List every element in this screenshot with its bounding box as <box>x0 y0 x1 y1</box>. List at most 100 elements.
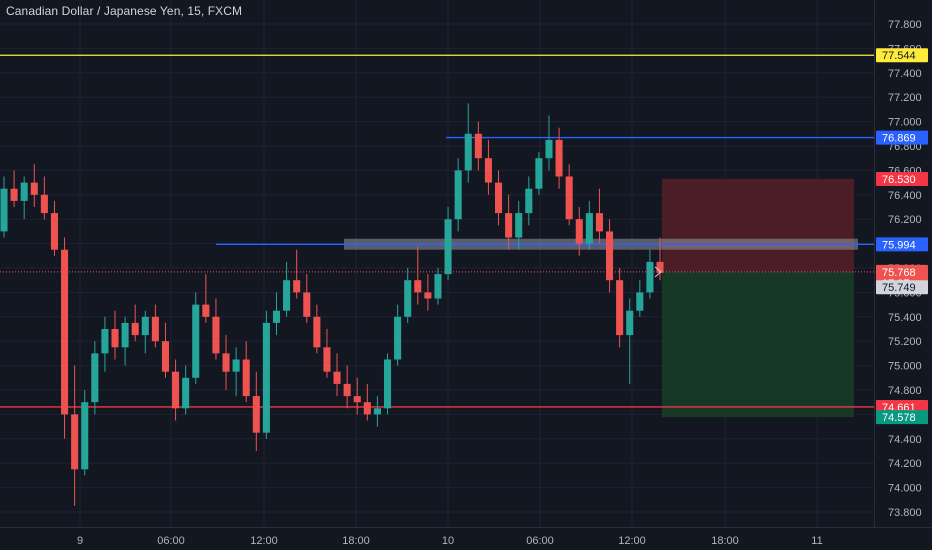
y-tick-label: 75.200 <box>888 336 922 348</box>
candle <box>61 249 69 415</box>
candle <box>202 304 210 317</box>
y-tick-label: 75.400 <box>888 312 922 324</box>
candle <box>575 219 583 244</box>
candle <box>585 213 593 244</box>
stop-loss-zone <box>662 178 854 272</box>
price-badge-label: 75.994 <box>882 239 916 251</box>
candle <box>626 310 634 336</box>
y-tick-label: 74.000 <box>888 483 922 495</box>
candle <box>40 194 48 214</box>
candle <box>444 219 452 275</box>
y-tick-label: 74.200 <box>888 458 922 470</box>
candle <box>555 139 563 177</box>
candle <box>434 274 442 299</box>
candle <box>141 316 149 336</box>
candle <box>454 170 462 220</box>
y-tick-label: 73.800 <box>888 507 922 519</box>
price-badge <box>876 130 928 145</box>
candle <box>404 280 412 317</box>
y-tick-label: 77.200 <box>888 92 922 104</box>
candle <box>151 316 159 342</box>
y-tick-label: 77.400 <box>888 68 922 80</box>
price-badge-label: 75.749 <box>882 282 916 294</box>
candle <box>91 353 99 403</box>
candle <box>192 304 200 378</box>
x-tick-label: 18:00 <box>711 535 739 547</box>
candle <box>0 188 8 232</box>
x-tick-label: 06:00 <box>526 535 554 547</box>
candle <box>81 402 89 470</box>
candle <box>494 182 503 214</box>
y-tick-label: 75.000 <box>888 361 922 373</box>
candle <box>232 359 240 372</box>
candle <box>10 188 18 201</box>
candle <box>111 329 119 348</box>
candle <box>616 280 624 336</box>
candle <box>272 310 281 323</box>
price-badge-label: 77.544 <box>882 50 916 62</box>
x-tick-label: 18:00 <box>342 535 370 547</box>
chart-title: Canadian Dollar / Japanese Yen, 15, FXCM <box>6 4 243 18</box>
candle <box>515 213 523 238</box>
candle <box>474 133 482 159</box>
price-badge <box>876 171 928 186</box>
candle <box>313 316 321 348</box>
candle <box>182 377 190 409</box>
candle <box>343 383 351 397</box>
candle <box>222 353 230 372</box>
y-tick-label: 74.800 <box>888 385 922 397</box>
candle <box>293 280 301 293</box>
take-profit-zone <box>662 271 854 418</box>
x-tick-label: 12:00 <box>618 535 646 547</box>
entry-marker-icon <box>654 266 662 278</box>
candle <box>636 292 644 311</box>
price-badge-label: 74.578 <box>882 412 916 424</box>
candle <box>484 158 492 183</box>
x-tick-label: 06:00 <box>157 535 185 547</box>
y-tick-label: 74.400 <box>888 434 922 446</box>
time-axis-bg <box>0 527 932 550</box>
candle <box>303 292 311 317</box>
candle <box>656 261 664 273</box>
candle <box>212 316 220 354</box>
candle <box>545 139 553 159</box>
y-tick-label: 76.200 <box>888 214 922 226</box>
candle <box>464 133 472 171</box>
candle <box>565 176 573 220</box>
candle <box>71 414 79 470</box>
candle <box>20 182 28 201</box>
candle <box>172 371 180 409</box>
candle <box>50 213 58 250</box>
price-badge-label: 76.530 <box>882 174 916 186</box>
price-badge <box>876 410 928 425</box>
price-badge <box>876 264 928 279</box>
candle <box>363 402 371 415</box>
candle <box>161 341 170 372</box>
x-tick-label: 12:00 <box>250 535 278 547</box>
price-badge <box>876 237 928 252</box>
candle <box>646 261 654 293</box>
x-tick-label: 11 <box>811 535 822 547</box>
price-badge <box>876 280 928 295</box>
candle <box>242 359 250 397</box>
candle <box>414 280 422 293</box>
x-tick-label: 10 <box>442 535 454 547</box>
candle <box>252 396 260 433</box>
candle <box>606 231 614 281</box>
price-badge-label: 76.869 <box>882 133 916 145</box>
candle <box>101 329 109 354</box>
candle <box>383 359 392 409</box>
candle <box>353 396 361 403</box>
x-tick-label: 9 <box>77 535 83 547</box>
candle <box>131 322 139 336</box>
candle <box>535 158 543 189</box>
candle <box>424 292 432 299</box>
candle <box>525 188 533 214</box>
candle <box>121 322 129 348</box>
candle <box>505 213 513 238</box>
candle <box>394 316 402 360</box>
price-badge <box>876 48 928 63</box>
candle <box>283 280 291 311</box>
y-tick-label: 77.000 <box>888 117 922 129</box>
